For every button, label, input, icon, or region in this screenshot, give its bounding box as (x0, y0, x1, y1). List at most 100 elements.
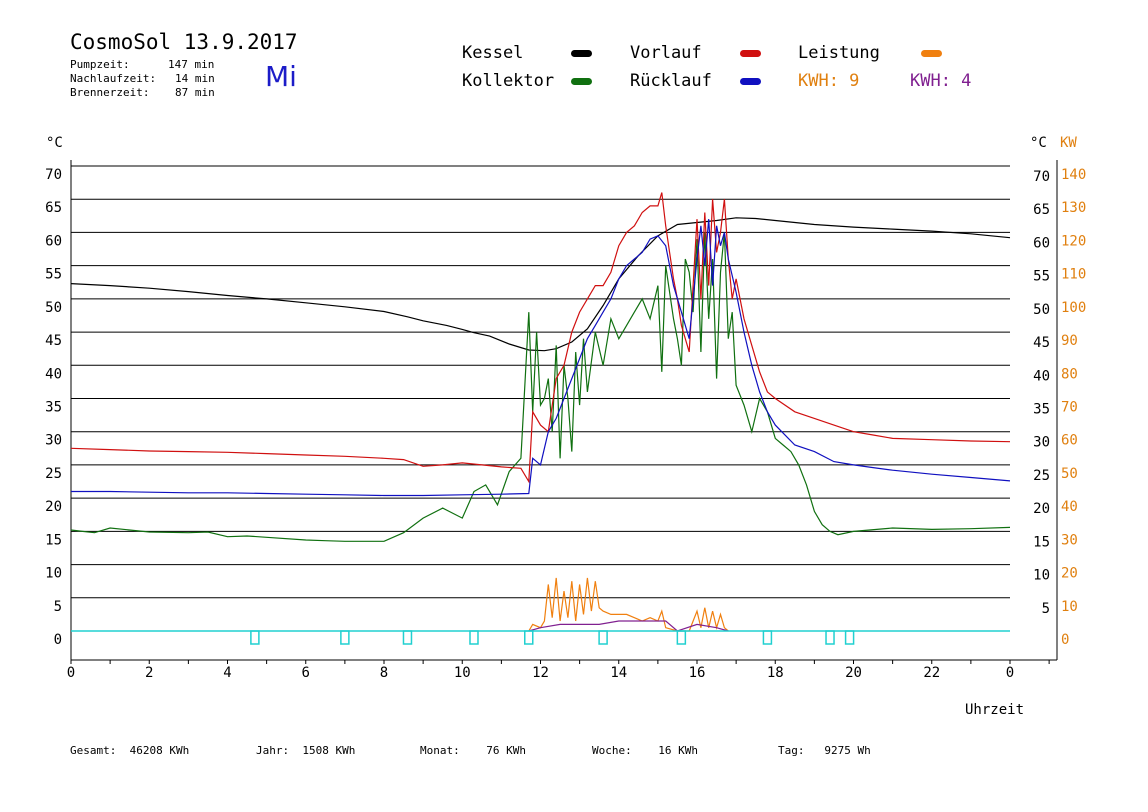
kw-tick-20: 20 (1061, 566, 1078, 582)
series-line-kessel (70, 217, 1011, 352)
kw-tick-100: 100 (1061, 300, 1086, 316)
kw-tick-50: 50 (1061, 466, 1078, 482)
pump-pulse-2 (402, 630, 413, 645)
x-tick-6: 12 (532, 665, 549, 681)
footer-monat: Monat: 76 KWh (420, 744, 526, 757)
footer-woche: Woche: 16 KWh (592, 744, 698, 757)
kw-tick-30: 30 (1061, 532, 1078, 548)
series-lines (70, 192, 1011, 645)
y-tick-left-65: 65 (45, 200, 62, 216)
pump-pulse-7 (762, 630, 773, 645)
series-line-kwh-b (528, 620, 729, 632)
x-tick-8: 16 (689, 665, 706, 681)
legend-kessel-swatch (571, 50, 592, 57)
pump-pulse-8 (825, 630, 835, 645)
x-tick-12: 0 (1006, 665, 1014, 681)
footer-jahr: Jahr: 1508 KWh (256, 744, 356, 757)
x-axis-label: Uhrzeit (965, 702, 1024, 718)
x-tick-4: 8 (380, 665, 388, 681)
kw-tick-80: 80 (1061, 366, 1078, 382)
kw-tick-130: 130 (1061, 200, 1086, 216)
legend-vorlauf-label: Vorlauf (630, 43, 702, 63)
y-tick-right-30: 30 (1033, 435, 1050, 451)
y-tick-right-20: 20 (1033, 501, 1050, 517)
series-line-leistung (528, 577, 729, 632)
chart-title: CosmoSol 13.9.2017 (70, 30, 298, 54)
info-brennerzeit-label: Brennerzeit: (70, 86, 150, 99)
kw-tick-10: 10 (1061, 599, 1078, 615)
series-line-vorlauf (70, 192, 1011, 484)
kw-tick-40: 40 (1061, 499, 1078, 515)
y-tick-right-15: 15 (1033, 534, 1050, 550)
x-tick-9: 18 (767, 665, 784, 681)
legend-ruecklauf-swatch (740, 78, 761, 85)
y-tick-left-25: 25 (45, 466, 62, 482)
pump-pulse-0 (250, 630, 260, 645)
footer-tag: Tag: 9275 Wh (778, 744, 871, 757)
y-tick-left-20: 20 (45, 499, 62, 515)
y-tick-left-15: 15 (45, 532, 62, 548)
kw-tick-90: 90 (1061, 333, 1078, 349)
weekday-label: Mi (265, 60, 297, 93)
y-tick-left-70: 70 (45, 167, 62, 183)
x-tick-3: 6 (302, 665, 310, 681)
tick-labels: 0510152025303540455055606570510152025303… (45, 167, 1086, 681)
axes (70, 160, 1058, 664)
x-tick-7: 14 (610, 665, 627, 681)
x-tick-10: 20 (845, 665, 862, 681)
y-tick-left-50: 50 (45, 300, 62, 316)
y-tick-right-10: 10 (1033, 568, 1050, 584)
y-tick-right-40: 40 (1033, 368, 1050, 384)
y-tick-left-30: 30 (45, 433, 62, 449)
legend-kessel-label: Kessel (462, 43, 524, 63)
y-tick-left-45: 45 (45, 333, 62, 349)
legend-leistung-label: Leistung (798, 43, 880, 63)
legend-kollektor-label: Kollektor (462, 71, 555, 91)
footer-gesamt: Gesamt: 46208 KWh (70, 744, 190, 757)
y-tick-left-35: 35 (45, 400, 62, 416)
info-nachlaufzeit-value: 14 min (175, 72, 215, 85)
kw-tick-140: 140 (1061, 167, 1086, 183)
y-tick-left-55: 55 (45, 267, 62, 283)
pump-pulse-1 (340, 630, 350, 645)
pump-pulse-3 (469, 630, 479, 645)
y-tick-right-60: 60 (1033, 235, 1050, 251)
y-tick-right-70: 70 (1033, 169, 1050, 185)
info-nachlaufzeit-label: Nachlaufzeit: (70, 72, 157, 85)
legend-kwh-a: KWH: 9 (798, 71, 860, 91)
pump-pulse-4 (524, 630, 534, 645)
y-tick-left-0: 0 (54, 632, 62, 648)
info-brennerzeit-value: 87 min (175, 86, 215, 99)
kw-tick-120: 120 (1061, 233, 1086, 249)
y-tick-right-55: 55 (1033, 269, 1050, 285)
x-tick-11: 22 (923, 665, 940, 681)
y-tick-right-35: 35 (1033, 402, 1050, 418)
y-tick-left-40: 40 (45, 366, 62, 382)
x-tick-2: 4 (223, 665, 231, 681)
info-pumpzeit-value: 147 min (168, 58, 215, 71)
y-tick-right-50: 50 (1033, 302, 1050, 318)
x-tick-5: 10 (454, 665, 471, 681)
pump-pulse-9 (844, 630, 855, 645)
legend-ruecklauf-label: Rücklauf (630, 71, 712, 91)
kw-tick-60: 60 (1061, 433, 1078, 449)
y-tick-left-10: 10 (45, 566, 62, 582)
y-axis-label-left: °C (46, 135, 63, 151)
y-tick-right-25: 25 (1033, 468, 1050, 484)
kw-tick-0: 0 (1061, 632, 1069, 648)
y-axis-label-right: °C (1030, 135, 1047, 151)
y-tick-left-5: 5 (54, 599, 62, 615)
kw-tick-110: 110 (1061, 267, 1086, 283)
y-tick-right-65: 65 (1033, 202, 1050, 218)
pump-pulse-6 (676, 630, 687, 645)
series-line-kollektor (70, 232, 1011, 542)
x-tick-1: 2 (145, 665, 153, 681)
legend-kollektor-swatch (571, 78, 592, 85)
x-tick-0: 0 (67, 665, 75, 681)
y-tick-left-60: 60 (45, 233, 62, 249)
pump-pulse-5 (598, 630, 608, 645)
legend-kwh-b: KWH: 4 (910, 71, 972, 91)
series-line-ruecklauf (71, 219, 1011, 497)
legend-leistung-swatch (921, 50, 942, 57)
